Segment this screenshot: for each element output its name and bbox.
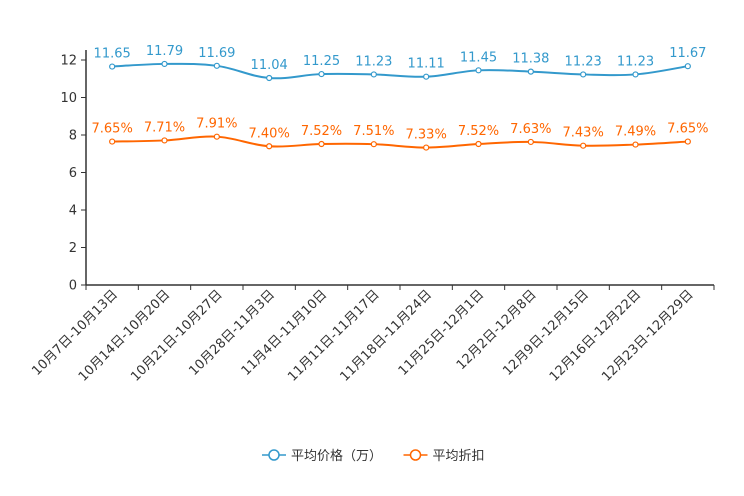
x-tick-label: 10月7日-10月13日	[29, 287, 121, 379]
data-label: 11.67	[669, 46, 706, 61]
data-label: 11.25	[303, 54, 340, 69]
data-point	[370, 141, 377, 148]
y-tick-label: 10	[60, 91, 77, 106]
legend-item-0: 平均价格（万）	[262, 448, 382, 464]
y-tick-label: 0	[69, 279, 77, 294]
data-point	[109, 63, 116, 70]
data-point	[684, 138, 691, 145]
x-tick-label: 11月11日-11月17日	[285, 287, 382, 384]
y-tick-label: 2	[69, 241, 77, 256]
y-tick-label: 8	[69, 129, 77, 144]
data-label: 7.52%	[458, 124, 499, 139]
data-point	[527, 138, 534, 146]
data-label: 7.51%	[353, 124, 394, 139]
data-point	[527, 68, 534, 75]
data-label: 7.91%	[196, 117, 237, 132]
legend: 平均价格（万） 平均折扣	[262, 448, 485, 464]
series-layer: 11.65 11.79 11.69 11.04 11.25 11.23 11.11 11.45…	[92, 44, 708, 151]
y-tick-label: 12	[60, 54, 77, 69]
series-line-1	[112, 135, 688, 149]
data-label: 7.40%	[249, 126, 290, 141]
x-tick-label: 12月16日-12月22日	[547, 287, 644, 384]
data-label: 7.49%	[615, 125, 656, 140]
data-label: 11.23	[355, 54, 392, 69]
data-label: 11.38	[512, 52, 549, 67]
y-tick-label: 6	[69, 166, 77, 181]
data-point	[684, 63, 691, 70]
data-point	[161, 137, 168, 144]
data-label: 7.33%	[406, 128, 447, 143]
series-line-0	[112, 62, 688, 80]
data-label: 11.04	[251, 58, 288, 73]
data-label: 7.65%	[667, 122, 708, 137]
data-point	[475, 140, 482, 148]
data-point	[213, 62, 220, 69]
data-label: 11.45	[460, 50, 497, 65]
x-tick-label: 11月18日-11月24日	[338, 287, 435, 384]
data-label: 11.23	[617, 54, 654, 69]
data-point	[580, 142, 587, 149]
data-point	[318, 70, 325, 78]
data-label: 11.23	[565, 54, 602, 69]
x-tick-label: 12月23日-12月29日	[599, 287, 696, 384]
data-point	[109, 138, 116, 145]
data-point	[423, 144, 430, 151]
legend-label: 平均价格（万）	[291, 448, 382, 464]
data-label: 11.69	[198, 46, 235, 61]
legend-marker	[268, 449, 280, 461]
legend-item-1: 平均折扣	[403, 449, 485, 464]
data-label: 11.65	[94, 47, 131, 62]
data-point	[632, 71, 639, 78]
y-tick-label: 4	[69, 204, 77, 219]
x-tick-label: 10月21日-10月27日	[128, 287, 225, 384]
data-point	[318, 140, 325, 148]
data-point	[213, 133, 220, 140]
axes: 0 2 4 6 8 10 12 10月7日-10月13日10月14日-10月20日10月21日…	[29, 50, 715, 385]
legend-marker	[409, 449, 422, 461]
series-1: 7.65% 7.71% 7.91% 7.40% 7.52% 7.51% 7.33% 7.52%…	[92, 117, 708, 151]
series-0: 11.65 11.79 11.69 11.04 11.25 11.23 11.11 11.45…	[94, 44, 706, 82]
data-point	[370, 71, 377, 78]
data-label: 7.52%	[301, 124, 342, 139]
data-point	[580, 71, 587, 78]
data-point	[423, 73, 430, 80]
data-point	[161, 60, 168, 68]
data-label: 11.11	[408, 57, 445, 72]
data-label: 7.63%	[510, 122, 551, 137]
data-point	[266, 143, 273, 150]
data-point	[266, 74, 273, 82]
data-label: 11.79	[146, 44, 183, 59]
x-tick-label: 10月14日-10月20日	[76, 287, 173, 384]
data-label: 7.71%	[144, 120, 185, 135]
data-label: 7.65%	[92, 122, 133, 137]
data-label: 7.43%	[563, 126, 604, 141]
data-point	[632, 141, 639, 148]
legend-label: 平均折扣	[433, 449, 485, 464]
data-point	[475, 67, 482, 74]
